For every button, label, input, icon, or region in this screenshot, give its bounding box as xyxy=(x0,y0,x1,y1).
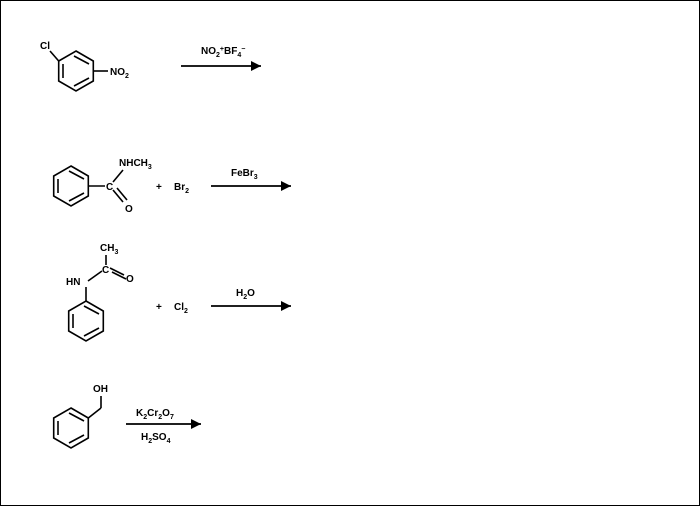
plus-3: + xyxy=(156,302,162,313)
c3-label: C xyxy=(102,265,109,276)
hn-label: HN xyxy=(66,277,80,288)
cl2-label: Cl2 xyxy=(174,302,188,315)
h2o-label: H2O xyxy=(236,288,255,301)
nhch3-label: NHCH3 xyxy=(119,158,152,171)
bond-ch2 xyxy=(88,408,101,418)
c-o-bond-1 xyxy=(113,190,123,202)
h2so4-label: H2SO4 xyxy=(141,432,171,445)
reaction-2: C O NHCH3 + Br2 FeBr3 xyxy=(36,126,436,236)
o-label: O xyxy=(125,204,133,215)
reagent-no2bf4: NO2+BF4− xyxy=(201,46,245,59)
reaction-4-svg: OH K2Cr2O7 H2SO4 xyxy=(36,366,436,476)
arrow-2-head xyxy=(281,181,291,191)
arrow-3-head xyxy=(281,301,291,311)
reaction-2-svg: C O NHCH3 + Br2 FeBr3 xyxy=(36,126,436,236)
ch3-label: CH3 xyxy=(100,243,118,256)
c-label: C xyxy=(106,182,113,193)
page-frame: Cl NO2 NO2+BF4− C O NHCH3 + Br2 FeBr3 xyxy=(0,0,700,506)
k2cr2o7-label: K2Cr2O7 xyxy=(136,408,174,421)
arrow-4-head xyxy=(191,419,201,429)
bond-cl xyxy=(50,51,59,61)
c-n-bond xyxy=(113,170,123,182)
c-o-bond-2 xyxy=(117,188,127,200)
febr3-label: FeBr3 xyxy=(231,168,258,181)
plus-2: + xyxy=(156,182,162,193)
br2-label: Br2 xyxy=(174,182,189,195)
o3-label: O xyxy=(126,274,134,285)
label-no2: NO2 xyxy=(110,67,129,80)
reactions-column: Cl NO2 NO2+BF4− C O NHCH3 + Br2 FeBr3 xyxy=(36,16,436,476)
reaction-3-svg: HN C O CH3 + Cl2 H2O xyxy=(36,236,436,366)
reaction-1-svg: Cl NO2 NO2+BF4− xyxy=(36,16,436,126)
label-cl: Cl xyxy=(40,41,50,52)
reaction-3: HN C O CH3 + Cl2 H2O xyxy=(36,236,436,366)
n-c-bond xyxy=(88,271,102,281)
oh-label: OH xyxy=(93,384,108,395)
reaction-1: Cl NO2 NO2+BF4− xyxy=(36,16,436,126)
arrow-1-head xyxy=(251,61,261,71)
reaction-4: OH K2Cr2O7 H2SO4 xyxy=(36,366,436,476)
